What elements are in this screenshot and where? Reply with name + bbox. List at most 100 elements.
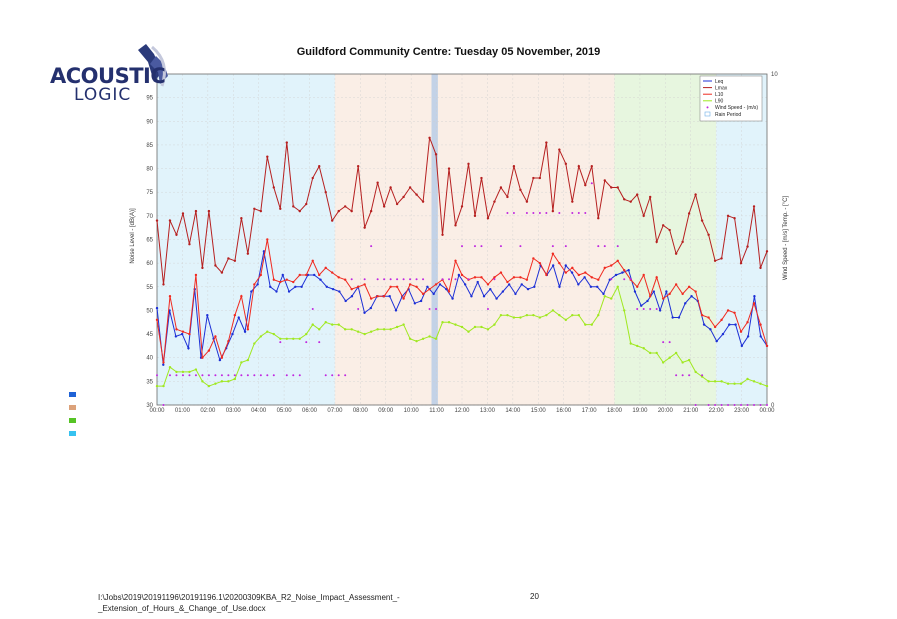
series-1-point-5 [188,243,191,246]
series-0-point-0 [155,306,159,310]
series-3-point-12 [233,377,237,381]
period-swatches [69,392,79,444]
x-tick-label-4: 04:00 [251,408,267,414]
series-3-point-71 [616,285,619,288]
series-3-point-34 [376,328,379,331]
series-1-point-47 [460,205,464,208]
series-2-point-26 [324,266,327,270]
series-1-point-61 [551,209,555,213]
x-tick-label-23: 23:00 [734,408,750,414]
series-3-point-4 [181,370,185,374]
series-4-point-80 [675,374,678,377]
series-3-point-36 [389,328,392,331]
series-1-point-86 [713,259,717,262]
series-3-point-7 [201,380,204,383]
series-3-point-53 [499,313,503,317]
x-tick-label-13: 13:00 [480,408,496,414]
series-4-point-17 [266,374,269,377]
x-tick-label-1: 01:00 [175,408,191,414]
series-2-point-80 [674,283,678,286]
period-swatch-3 [69,431,76,436]
logo-mark-icon [138,44,168,87]
series-2-point-51 [486,283,490,286]
series-3-point-57 [525,313,529,317]
series-2-point-45 [447,290,451,293]
series-1-point-85 [707,233,710,236]
series-0-point-56 [507,283,511,286]
series-1-point-58 [532,176,535,180]
series-1-point-77 [655,240,658,244]
series-3-point-62 [558,313,561,317]
y-tick-label-6: 60 [146,261,153,267]
series-0-point-18 [268,285,272,288]
series-2-point-79 [668,292,671,296]
series-0-point-66 [570,271,574,274]
legend-label-1: Lmax [715,85,728,91]
series-1-point-80 [674,252,678,255]
y2-axis-ticks: 0 10 [771,72,778,409]
series-0-point-51 [476,280,479,284]
series-0-point-20 [281,273,284,277]
series-2-point-72 [623,269,626,272]
series-4-point-6 [194,374,197,377]
series-1-point-89 [733,217,736,220]
series-2-point-90 [739,330,743,333]
series-2-point-14 [246,328,250,331]
series-4-point-88 [727,404,730,406]
series-0-point-82 [671,316,674,319]
series-3-point-9 [214,382,217,385]
series-1-point-26 [324,191,327,194]
series-1-point-42 [428,136,431,140]
series-4-point-75 [642,308,645,311]
series-3-point-43 [434,337,438,340]
series-0-point-96 [759,335,762,338]
legend-label-3: L90 [715,99,724,105]
series-4-point-87 [720,404,723,406]
series-1-point-18 [272,186,276,189]
series-0-point-76 [633,290,637,293]
series-3-point-41 [421,337,425,340]
series-2-point-77 [655,276,658,279]
series-4-point-76 [649,308,652,311]
series-1-point-13 [240,217,243,220]
series-1-point-48 [467,162,470,166]
series-4-point-48 [467,278,470,281]
series-4-point-66 [584,212,587,215]
period-swatch-2 [69,418,76,423]
series-4-point-23 [305,341,308,344]
series-4-point-52 [493,278,496,281]
series-0-point-87 [702,323,706,326]
series-0-point-42 [419,299,423,303]
series-4-point-92 [753,404,756,406]
series-1-point-15 [253,207,256,210]
series-3-point-23 [305,332,308,336]
series-4-point-94 [766,404,768,406]
series-0-point-52 [482,295,486,298]
series-0-point-68 [583,276,586,279]
series-4-point-34 [376,278,379,281]
series-2-point-22 [298,273,301,277]
document-path: I:\Jobs\2019\20191196\20191196.1\2020030… [98,593,400,613]
series-2-point-58 [532,257,535,260]
series-0-point-60 [533,285,536,288]
series-4-point-57 [525,212,528,215]
series-2-point-28 [337,276,340,279]
series-2-point-66 [584,271,587,274]
series-2-point-33 [369,297,373,300]
series-4-point-56 [519,245,522,248]
series-0-point-19 [275,290,278,293]
series-1-point-94 [765,250,769,253]
series-2-point-56 [519,276,522,279]
series-0-point-22 [294,285,297,288]
series-3-point-82 [687,358,691,362]
series-1-point-33 [369,209,373,213]
series-3-point-67 [590,323,593,326]
series-2-point-41 [421,292,425,296]
series-0-point-53 [489,287,492,291]
series-3-point-93 [759,382,762,385]
series-1-point-23 [305,202,308,206]
series-0-point-54 [495,297,498,300]
series-1-point-87 [720,257,723,260]
series-1-point-79 [668,228,671,232]
series-4-point-29 [344,374,347,377]
